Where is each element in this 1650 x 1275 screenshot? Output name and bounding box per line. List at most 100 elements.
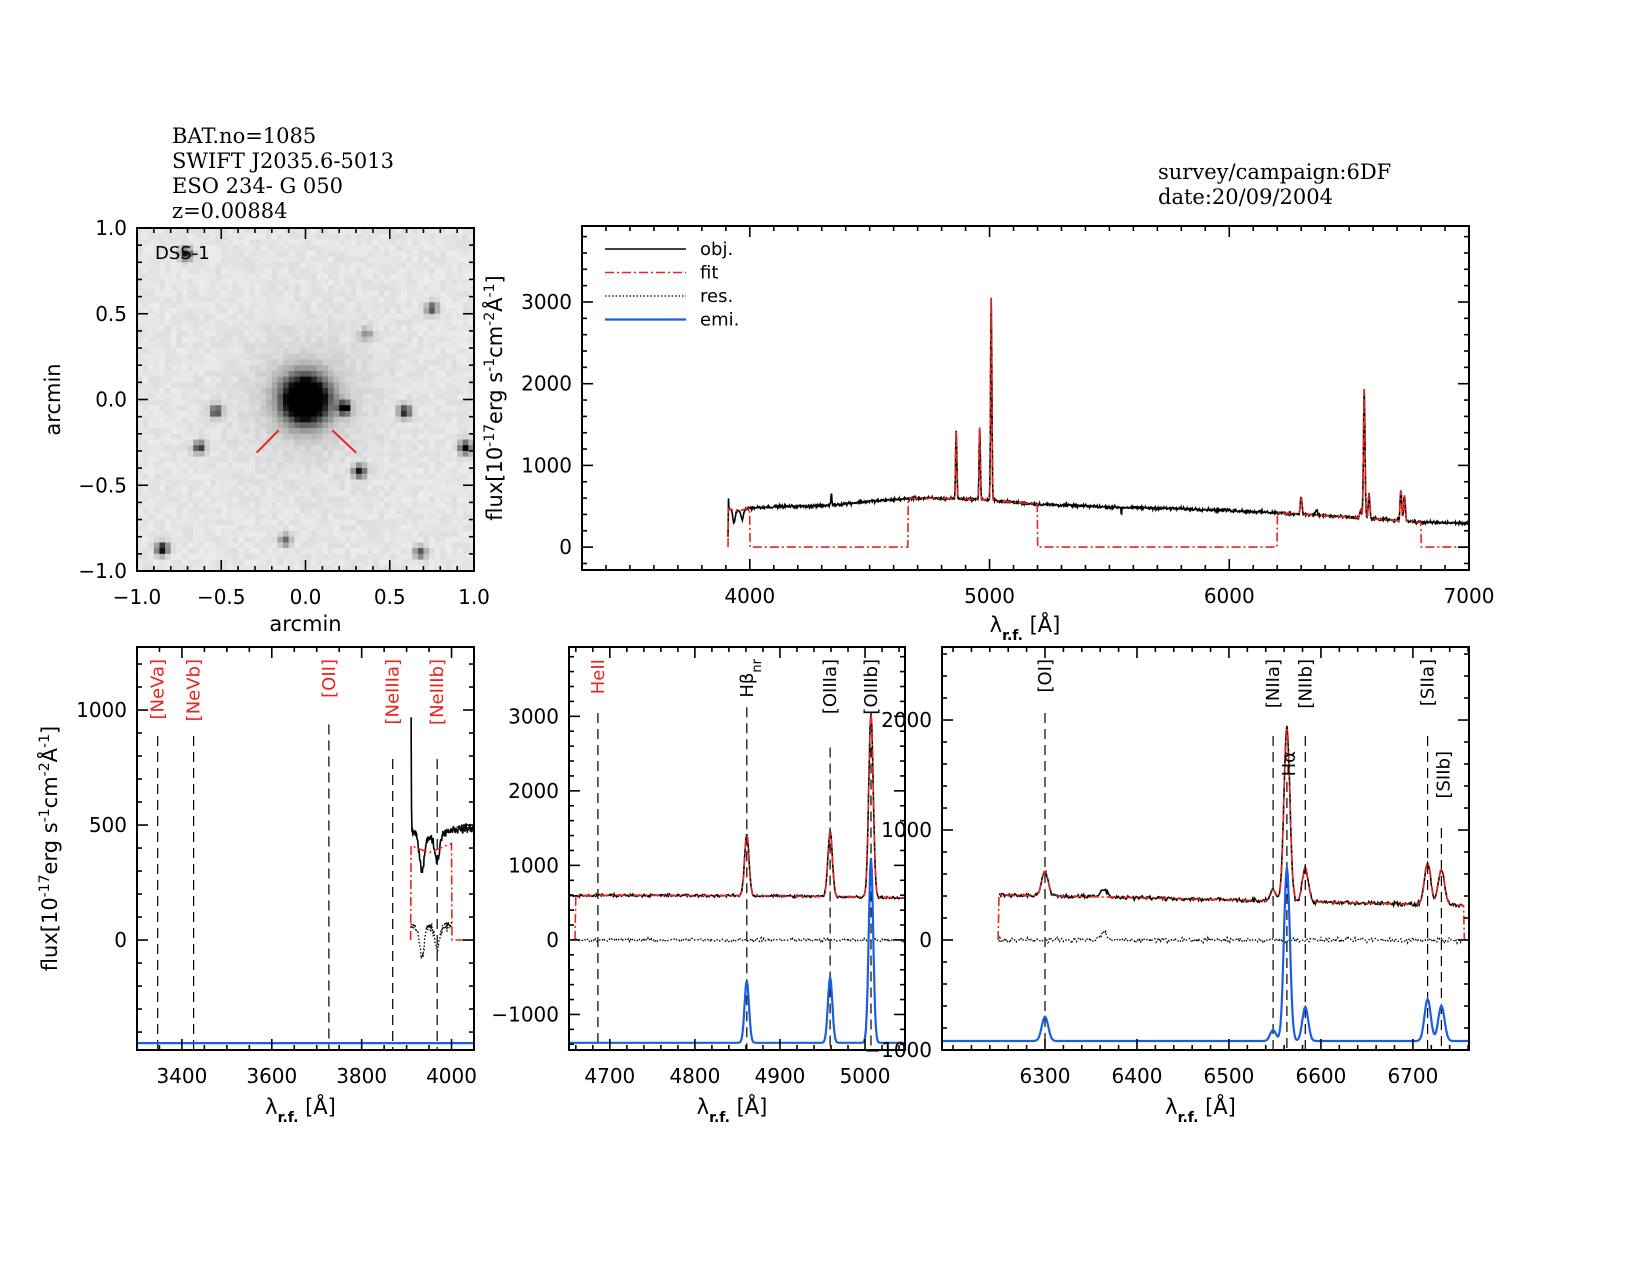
image-pixel bbox=[283, 273, 290, 280]
image-pixel bbox=[440, 473, 447, 480]
image-pixel bbox=[271, 508, 278, 515]
image-pixel bbox=[305, 342, 312, 349]
image-pixel bbox=[327, 399, 334, 406]
image-pixel bbox=[412, 485, 419, 492]
image-pixel bbox=[243, 405, 250, 412]
image-pixel bbox=[361, 559, 368, 566]
image-pixel bbox=[406, 296, 413, 303]
image-pixel bbox=[299, 393, 306, 400]
image-pixel bbox=[372, 336, 379, 343]
image-pixel bbox=[429, 462, 436, 469]
image-pixel bbox=[215, 325, 222, 332]
image-pixel bbox=[260, 399, 267, 406]
image-pixel bbox=[395, 450, 402, 458]
image-pixel bbox=[204, 279, 211, 286]
image-pixel bbox=[260, 450, 267, 458]
image-pixel bbox=[412, 439, 419, 446]
image-pixel bbox=[254, 296, 261, 303]
image-pixel bbox=[462, 399, 469, 406]
image-pixel bbox=[260, 376, 267, 383]
image-pixel bbox=[457, 382, 464, 389]
image-pixel bbox=[294, 502, 301, 509]
image-pixel bbox=[176, 542, 183, 549]
image-pixel bbox=[153, 399, 160, 406]
image-pixel bbox=[440, 313, 447, 320]
image-pixel bbox=[429, 508, 436, 515]
image-pixel bbox=[395, 268, 402, 275]
image-pixel bbox=[327, 548, 334, 555]
image-pixel bbox=[181, 228, 188, 235]
image-pixel bbox=[243, 233, 250, 240]
image-pixel bbox=[339, 348, 346, 355]
image-pixel bbox=[198, 519, 205, 526]
image-pixel bbox=[322, 313, 329, 320]
image-pixel bbox=[429, 370, 436, 378]
image-pixel bbox=[142, 456, 149, 463]
image-pixel bbox=[232, 273, 239, 280]
image-pixel bbox=[283, 228, 290, 235]
image-pixel bbox=[372, 410, 379, 418]
image-pixel bbox=[288, 530, 295, 538]
image-pixel bbox=[462, 279, 469, 286]
image-pixel bbox=[193, 256, 200, 263]
subscript: r.f. bbox=[1178, 1110, 1199, 1126]
image-pixel bbox=[395, 388, 402, 395]
image-pixel bbox=[395, 273, 402, 280]
image-pixel bbox=[294, 285, 301, 292]
image-pixel bbox=[181, 405, 188, 412]
image-pixel bbox=[361, 536, 368, 543]
image-pixel bbox=[389, 433, 396, 440]
image-pixel bbox=[361, 405, 368, 412]
image-pixel bbox=[417, 365, 424, 372]
image-pixel bbox=[339, 450, 346, 458]
image-pixel bbox=[288, 553, 295, 560]
image-pixel bbox=[254, 302, 261, 309]
image-pixel bbox=[406, 473, 413, 480]
line-marker-label: HeII bbox=[588, 659, 609, 694]
image-pixel bbox=[266, 279, 273, 286]
image-pixel bbox=[378, 330, 385, 338]
image-pixel bbox=[462, 319, 469, 326]
image-pixel bbox=[389, 313, 396, 320]
image-pixel bbox=[311, 359, 318, 366]
image-pixel bbox=[339, 490, 346, 498]
image-pixel bbox=[277, 376, 284, 383]
image-pixel bbox=[142, 559, 149, 566]
image-pixel bbox=[367, 353, 374, 360]
image-pixel bbox=[181, 479, 188, 486]
image-pixel bbox=[159, 239, 166, 246]
image-pixel bbox=[288, 485, 295, 492]
image-pixel bbox=[148, 445, 155, 452]
image-pixel bbox=[277, 245, 284, 252]
image-pixel bbox=[142, 353, 149, 360]
image-pixel bbox=[429, 365, 436, 372]
image-pixel bbox=[299, 228, 306, 235]
image-pixel bbox=[400, 456, 407, 463]
image-pixel bbox=[423, 325, 430, 332]
image-pixel bbox=[159, 565, 166, 572]
image-pixel bbox=[440, 302, 447, 309]
image-pixel bbox=[181, 239, 188, 246]
image-pixel bbox=[384, 433, 391, 440]
image-pixel bbox=[299, 405, 306, 412]
image-pixel bbox=[372, 250, 379, 257]
image-pixel bbox=[193, 462, 200, 469]
image-pixel bbox=[434, 479, 441, 486]
image-pixel bbox=[221, 468, 228, 475]
image-pixel bbox=[283, 502, 290, 509]
image-pixel bbox=[339, 496, 346, 503]
image-pixel bbox=[356, 268, 363, 275]
subscript: r.f. bbox=[709, 1110, 730, 1126]
image-pixel bbox=[181, 359, 188, 366]
image-pixel bbox=[232, 410, 239, 418]
image-pixel bbox=[311, 496, 318, 503]
image-pixel bbox=[299, 536, 306, 543]
image-pixel bbox=[423, 256, 430, 263]
image-pixel bbox=[322, 450, 329, 458]
image-pixel bbox=[468, 439, 475, 446]
image-pixel bbox=[176, 548, 183, 555]
image-pixel bbox=[406, 319, 413, 326]
image-pixel bbox=[412, 330, 419, 338]
image-pixel bbox=[327, 262, 334, 269]
image-pixel bbox=[333, 228, 340, 235]
